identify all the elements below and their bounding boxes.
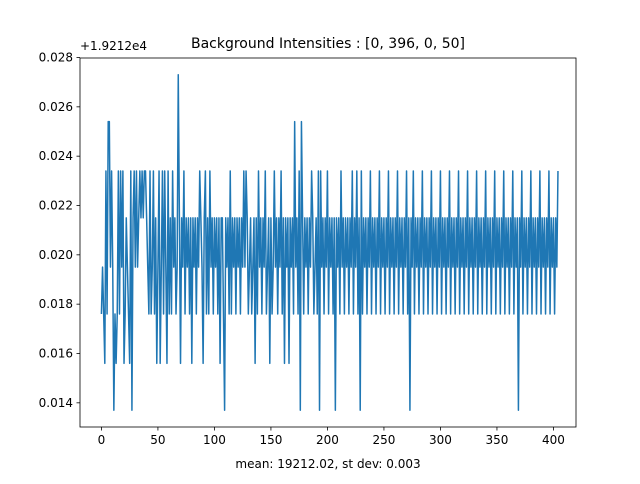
y-tick-label: 0.014 [39, 396, 73, 410]
y-tick-label: 0.018 [39, 297, 73, 311]
axes-spines [79, 57, 577, 428]
y-tick-label: 0.016 [39, 346, 73, 360]
x-axis: 0 50 100 150 200 250 300 350 400 [98, 427, 565, 447]
x-tick-label: 0 [98, 433, 106, 447]
y-tick-label: 0.026 [39, 100, 73, 114]
x-axis-label: mean: 19212.02, st dev: 0.003 [235, 457, 420, 471]
x-tick-label: 50 [150, 433, 165, 447]
axes-frame [79, 57, 577, 428]
x-tick-label: 150 [259, 433, 282, 447]
y-tick-label: 0.028 [39, 51, 73, 65]
x-tick-label: 300 [429, 433, 452, 447]
y-offset-label: +1.9212e4 [80, 39, 147, 53]
x-tick-label: 250 [372, 433, 395, 447]
x-tick-label: 100 [203, 433, 226, 447]
x-tick-label: 200 [316, 433, 339, 447]
x-tick-label: 350 [485, 433, 508, 447]
y-tick-label: 0.020 [39, 248, 73, 262]
chart-title: Background Intensities : [0, 396, 0, 50] [191, 36, 465, 52]
y-tick-label: 0.024 [39, 149, 73, 163]
x-tick-label: 400 [542, 433, 565, 447]
series-layer [100, 74, 559, 411]
series-line-0 [100, 74, 559, 411]
y-tick-label: 0.022 [39, 199, 73, 213]
y-axis: 0.014 0.016 0.018 0.020 0.022 0.024 0.026 0.028 [39, 51, 80, 410]
